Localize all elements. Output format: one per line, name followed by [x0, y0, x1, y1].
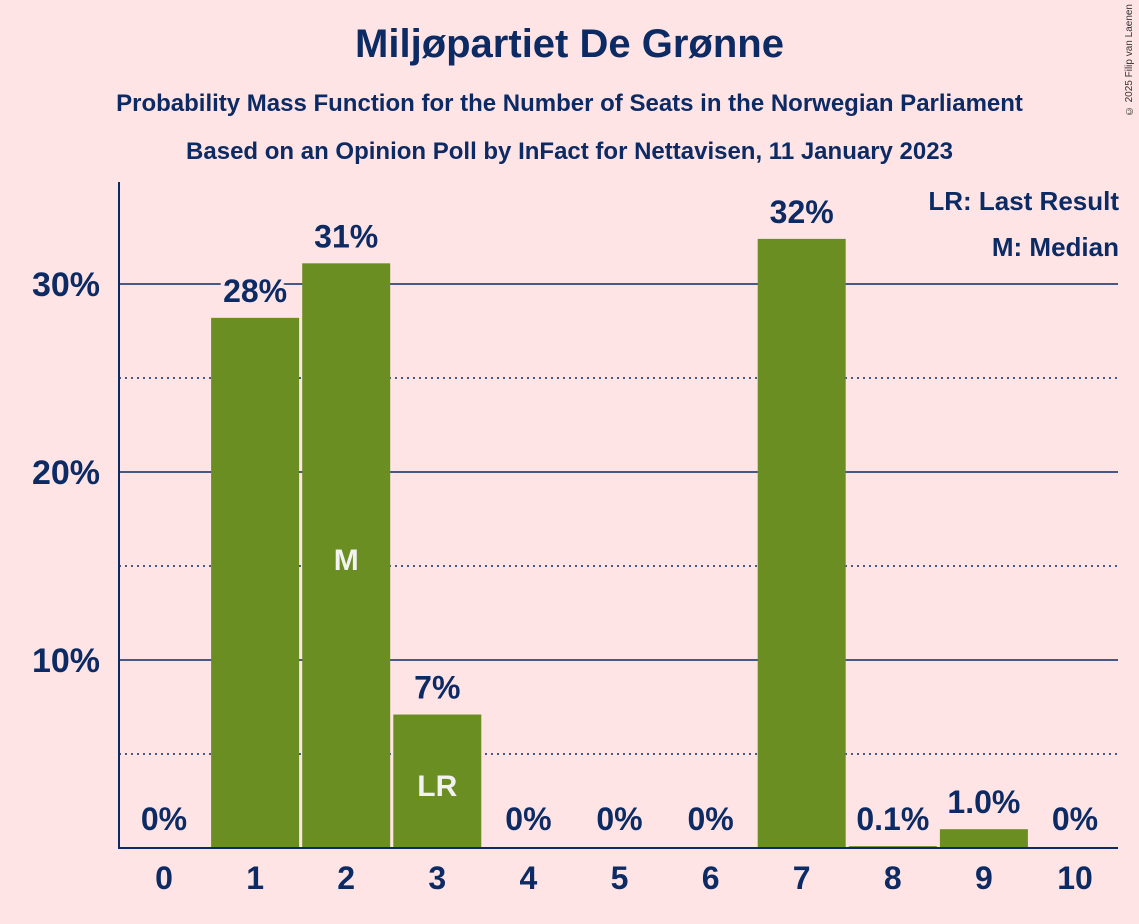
bar — [211, 317, 300, 849]
x-tick-label: 0 — [155, 860, 173, 896]
y-tick-label: 20% — [32, 454, 100, 492]
bar-value-label: 32% — [770, 194, 834, 230]
y-tick-label: 30% — [32, 266, 100, 304]
bar-value-label: 0% — [687, 801, 733, 837]
x-tick-label: 9 — [975, 860, 993, 896]
median-marker: M — [334, 544, 359, 577]
bar-value-label: 0.1% — [856, 801, 929, 837]
bar-value-label: 1.0% — [947, 784, 1020, 820]
x-tick-label: 4 — [520, 860, 538, 896]
bar-value-label: 31% — [314, 218, 378, 254]
x-tick-label: 1 — [246, 860, 264, 896]
bar-value-label: 0% — [596, 801, 642, 837]
bar-value-label: 0% — [141, 801, 187, 837]
bar — [939, 829, 1028, 848]
chart-title: Miljøpartiet De Grønne — [355, 22, 784, 66]
bar-value-label: 0% — [505, 801, 551, 837]
x-tick-label: 10 — [1057, 860, 1093, 896]
x-tick-label: 3 — [428, 860, 446, 896]
last-result-marker: LR — [417, 770, 457, 803]
x-tick-label: 5 — [611, 860, 629, 896]
y-tick-label: 10% — [32, 642, 100, 680]
x-tick-label: 6 — [702, 860, 720, 896]
x-tick-label: 2 — [337, 860, 355, 896]
bar-value-label: 7% — [414, 670, 460, 706]
chart-subtitle: Probability Mass Function for the Number… — [116, 90, 1023, 117]
bar-value-label: 0% — [1052, 801, 1098, 837]
chart-subtitle-source: Based on an Opinion Poll by InFact for N… — [186, 138, 953, 165]
x-tick-label: 8 — [884, 860, 902, 896]
bar — [302, 263, 391, 848]
bar-value-label: 28% — [223, 273, 287, 309]
bar — [393, 714, 482, 848]
x-tick-label: 7 — [793, 860, 811, 896]
bar — [757, 238, 846, 848]
legend-median: M: Median — [991, 232, 1119, 262]
legend-last-result: LR: Last Result — [928, 186, 1119, 216]
